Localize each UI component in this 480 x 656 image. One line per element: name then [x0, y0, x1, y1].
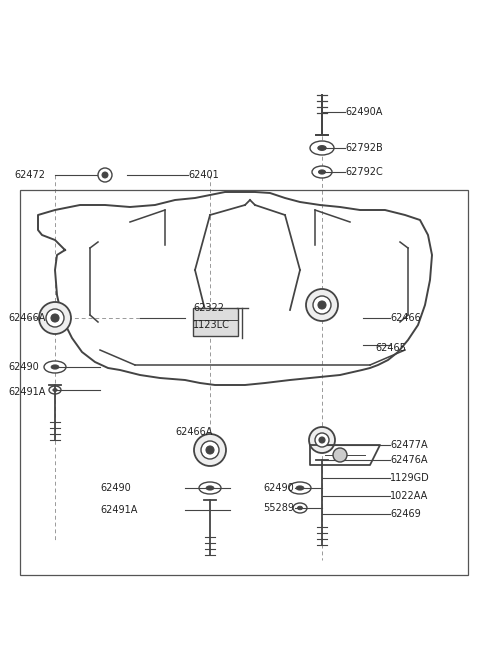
Text: 55289: 55289: [263, 503, 294, 513]
Text: 62490: 62490: [100, 483, 131, 493]
Text: 62401: 62401: [188, 170, 219, 180]
Text: 62466A: 62466A: [8, 313, 46, 323]
Ellipse shape: [49, 386, 61, 394]
Circle shape: [333, 448, 347, 462]
Ellipse shape: [296, 486, 304, 490]
Ellipse shape: [51, 365, 59, 369]
Text: 62469: 62469: [390, 509, 421, 519]
Ellipse shape: [206, 486, 214, 490]
Ellipse shape: [318, 146, 326, 150]
Ellipse shape: [298, 506, 302, 510]
Circle shape: [318, 301, 326, 309]
Circle shape: [313, 296, 331, 314]
Text: 62472: 62472: [14, 170, 45, 180]
Text: 62466A: 62466A: [175, 427, 212, 437]
Ellipse shape: [289, 482, 311, 494]
Text: 62491A: 62491A: [8, 387, 46, 397]
Circle shape: [201, 441, 219, 459]
Circle shape: [51, 314, 59, 322]
Text: 1129GD: 1129GD: [390, 473, 430, 483]
Text: 62490: 62490: [8, 362, 39, 372]
Text: 62465: 62465: [375, 343, 406, 353]
Text: 62490: 62490: [263, 483, 294, 493]
Circle shape: [319, 437, 325, 443]
Circle shape: [206, 446, 214, 454]
Circle shape: [194, 434, 226, 466]
Ellipse shape: [310, 141, 334, 155]
Text: 62792B: 62792B: [345, 143, 383, 153]
Text: 62490A: 62490A: [345, 107, 383, 117]
Circle shape: [309, 427, 335, 453]
Text: 62477A: 62477A: [390, 440, 428, 450]
Text: 62322: 62322: [193, 303, 224, 313]
Text: 1022AA: 1022AA: [390, 491, 428, 501]
Circle shape: [39, 302, 71, 334]
Ellipse shape: [319, 170, 325, 174]
Text: 1123LC: 1123LC: [193, 320, 230, 330]
Text: 62466: 62466: [390, 313, 421, 323]
Circle shape: [46, 309, 64, 327]
Text: 62491A: 62491A: [100, 505, 137, 515]
Text: 62476A: 62476A: [390, 455, 428, 465]
Bar: [193, 308, 238, 336]
Circle shape: [98, 168, 112, 182]
Ellipse shape: [199, 482, 221, 494]
Circle shape: [315, 433, 329, 447]
Bar: [20, 190, 468, 575]
Text: 62792C: 62792C: [345, 167, 383, 177]
Circle shape: [306, 289, 338, 321]
Ellipse shape: [293, 503, 307, 513]
Ellipse shape: [312, 166, 332, 178]
Ellipse shape: [53, 388, 57, 392]
Circle shape: [102, 172, 108, 178]
Ellipse shape: [44, 361, 66, 373]
